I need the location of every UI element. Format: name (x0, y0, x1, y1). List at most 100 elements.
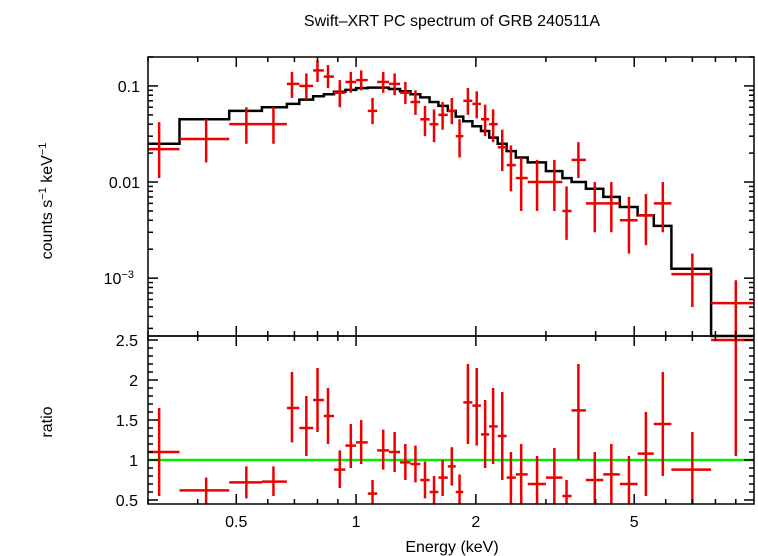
y-label-exp-1: −1 (37, 187, 49, 200)
spectrum-data-point (323, 65, 334, 89)
spectrum-data-point (345, 71, 357, 93)
spectrum-data-point (400, 81, 411, 104)
spectrum-data-point (571, 142, 586, 179)
spectrum-data-point (472, 91, 481, 119)
ratio-data-point (545, 448, 563, 504)
spectrum-y-tick-label: 10−3 (104, 269, 134, 288)
spectrum-data-point (527, 159, 546, 211)
y-label-exp-2: −1 (37, 143, 49, 156)
spectrum-data-point (367, 97, 378, 125)
ratio-data-point (367, 480, 378, 504)
ratio-data-point (506, 452, 516, 504)
ratio-data-point (377, 429, 390, 470)
spectrum-data-point (447, 97, 456, 125)
spectrum-data-point (463, 88, 473, 115)
ratio-data-point (286, 372, 300, 443)
ratio-data-point (463, 364, 473, 444)
spectrum-data-point (333, 80, 346, 108)
spectrum-y-tick-label: 0.1 (118, 79, 140, 96)
ratio-data-point (455, 474, 464, 504)
ratio-data-point (515, 444, 528, 504)
spectrum-data-point (515, 157, 528, 211)
ratio-y-tick-label: 2.5 (116, 333, 138, 350)
y-tick-exponent: −3 (121, 269, 134, 281)
spectrum-data-point (148, 122, 180, 179)
ratio-data-point (489, 388, 498, 464)
x-axis-label: Energy (keV) (405, 539, 498, 556)
spectrum-y-axis-label: counts s−1 keV−1 (37, 143, 56, 260)
ratio-data-point (571, 364, 586, 460)
ratio-data-point (400, 444, 411, 480)
spectrum-y-tick-label: 0.01 (109, 175, 140, 192)
spectrum-data-point (489, 109, 498, 143)
ratio-data-point (313, 368, 324, 432)
ratio-data-point (323, 388, 334, 444)
ratio-data-point (438, 460, 448, 496)
spectrum-series (148, 60, 754, 338)
x-tick-label: 5 (630, 514, 639, 531)
ratio-data-point (410, 445, 421, 483)
spectrum-data-point (438, 102, 448, 130)
ratio-data-point (653, 372, 672, 476)
spectrum-data-point (637, 194, 654, 246)
spectrum-data-point (429, 109, 439, 143)
ratio-data-point (711, 336, 754, 456)
ratio-data-point (429, 476, 439, 504)
spectrum-data-point (506, 145, 516, 192)
spectrum-data-point (545, 159, 563, 211)
ratio-axes: 0.5 1 2 5 0.5 1 1.5 2 2.5 (116, 333, 755, 531)
ratio-series (148, 336, 754, 504)
spectrum-panel: 0.1 0.01 10−3 (104, 56, 755, 338)
ratio-y-tick-label: 2 (129, 373, 138, 390)
y-tick-base: 10 (104, 271, 122, 288)
ratio-data-point (472, 368, 481, 446)
spectrum-data-point (286, 71, 300, 98)
spectrum-data-point (410, 90, 421, 115)
ratio-data-point (527, 456, 546, 504)
ratio-data-point (345, 424, 357, 468)
spectrum-data-point (389, 73, 401, 96)
y-label-main: counts s (39, 200, 56, 260)
spectrum-data-point (653, 182, 672, 233)
spectrum-data-point (299, 73, 314, 100)
ratio-data-point (603, 444, 620, 504)
ratio-y-tick-label: 0.5 (116, 493, 138, 510)
spectrum-data-point (671, 253, 712, 308)
spectrum-data-point (179, 119, 230, 163)
spectrum-data-point (313, 60, 324, 82)
spectrum-data-point (261, 107, 287, 144)
ratio-data-point (497, 392, 507, 480)
spectrum-data-point (562, 186, 572, 240)
spectrum-data-point (455, 119, 464, 158)
spectrum-data-point (377, 71, 390, 93)
ratio-y-tick-label: 1 (129, 453, 138, 470)
ratio-data-point (299, 396, 314, 456)
ratio-data-point (619, 456, 638, 504)
x-tick-label: 0.5 (225, 514, 247, 531)
ratio-data-point (562, 480, 572, 504)
x-tick-label: 1 (352, 514, 361, 531)
ratio-panel: 0.5 1 2 5 0.5 1 1.5 2 2.5 (116, 333, 755, 531)
spectrum-axes: 0.1 0.01 10−3 (104, 56, 755, 337)
ratio-y-axis-label: ratio (39, 406, 56, 437)
ratio-data-point (480, 400, 490, 468)
spectrum-data-point (603, 182, 620, 233)
chart-title: Swift–XRT PC spectrum of GRB 240511A (304, 13, 600, 30)
ratio-data-point (671, 432, 712, 504)
spectrum-data-point (585, 182, 604, 233)
ratio-data-point (389, 432, 401, 472)
ratio-data-point (179, 477, 230, 504)
ratio-data-point (356, 420, 368, 464)
ratio-data-point (229, 466, 262, 499)
ratio-data-point (637, 412, 654, 496)
spectrum-data-point (619, 196, 638, 254)
ratio-data-point (585, 452, 604, 504)
ratio-data-point (261, 466, 287, 496)
x-tick-label: 2 (471, 514, 480, 531)
spectrum-data-point (497, 129, 507, 172)
spectrum-data-point (711, 280, 754, 336)
spectrum-data-point (420, 105, 430, 137)
ratio-data-point (148, 408, 180, 496)
ratio-y-tick-label: 1.5 (116, 413, 138, 430)
